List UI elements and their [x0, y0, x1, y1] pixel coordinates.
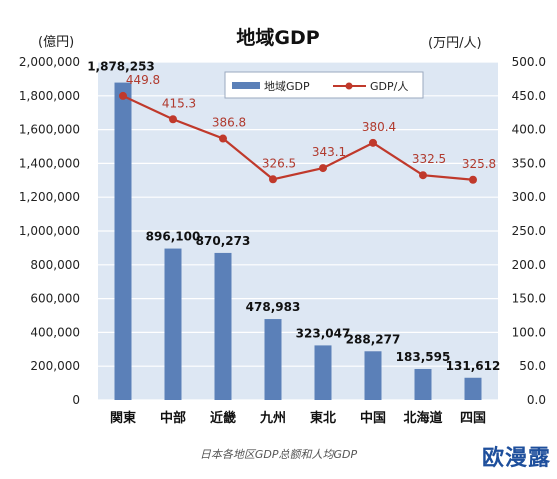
y-right-tick-label: 500.0 — [512, 55, 546, 69]
legend-bar-label: 地域GDP — [264, 80, 310, 93]
x-tick-label: 四国 — [460, 411, 486, 426]
y-right-tick-label: 100.0 — [512, 325, 546, 339]
bar — [314, 345, 332, 400]
watermark-text: 欧漫露 — [481, 446, 551, 471]
line-value-label: 325.8 — [462, 157, 496, 171]
line-point — [169, 115, 177, 124]
line-value-label: 343.1 — [312, 145, 346, 159]
y-right-tick-label: 250.0 — [512, 224, 546, 238]
y-left-tick-label: 2,000,000 — [19, 55, 80, 69]
line-point — [269, 175, 277, 184]
line-point — [319, 164, 327, 173]
line-point — [419, 171, 427, 180]
bar — [114, 82, 132, 400]
x-tick-label: 中国 — [360, 410, 386, 426]
y-right-tick-label: 0.0 — [527, 393, 546, 407]
line-value-label: 449.8 — [126, 73, 160, 87]
y-left-unit: (億円) — [38, 34, 74, 50]
y-right-tick-label: 200.0 — [512, 258, 546, 272]
bar-value-label: 323,047 — [296, 326, 351, 340]
legend: 地域GDP GDP/人 — [224, 71, 424, 99]
line-point — [219, 134, 227, 143]
y-left-tick-label: 600,000 — [30, 292, 80, 306]
legend-line-label: GDP/人 — [370, 80, 408, 93]
line-point — [119, 91, 127, 100]
y-left-tick-label: 0 — [72, 393, 80, 407]
chart-caption: 日本各地区GDP总额和人均GDP — [199, 448, 358, 461]
y-left-tick-label: 1,200,000 — [19, 190, 80, 204]
line-value-label: 326.5 — [262, 156, 296, 170]
y-right-tick-label: 50.0 — [519, 359, 546, 373]
x-tick-label: 近畿 — [210, 410, 236, 426]
bar — [214, 252, 232, 400]
x-tick-label: 関東 — [110, 410, 136, 426]
bar-value-label: 288,277 — [346, 332, 401, 346]
y-left-tick-label: 400,000 — [30, 325, 80, 339]
legend-line-marker — [345, 82, 353, 90]
bar — [414, 368, 432, 400]
bar-value-label: 896,100 — [146, 230, 201, 244]
line-value-label: 332.5 — [412, 152, 446, 166]
y-right-tick-label: 350.0 — [512, 156, 546, 170]
y-right-tick-label: 150.0 — [512, 292, 546, 306]
line-value-label: 386.8 — [212, 116, 246, 130]
y-left-tick-label: 1,800,000 — [19, 89, 80, 103]
line-point — [469, 175, 477, 184]
y-right-unit: (万円/人) — [428, 36, 482, 51]
y-left-tick-label: 800,000 — [30, 258, 80, 272]
y-right-tick-label: 450.0 — [512, 89, 546, 103]
bar-value-label: 183,595 — [396, 350, 451, 364]
line-value-label: 380.4 — [362, 120, 396, 134]
y-right-tick-label: 400.0 — [512, 123, 546, 137]
legend-bar-swatch — [232, 82, 260, 89]
bar-value-label: 870,273 — [196, 234, 251, 248]
y-left-tick-label: 1,400,000 — [19, 156, 80, 170]
y-left-tick-label: 200,000 — [30, 359, 80, 373]
y-right-tick-label: 300.0 — [512, 190, 546, 204]
axis-layer: 0 200,000 400,000 600,000 800,000 1,000,000 1,… — [19, 55, 546, 426]
bar-value-label: 131,612 — [446, 359, 501, 373]
y-left-tick-label: 1,000,000 — [19, 224, 80, 238]
x-tick-label: 東北 — [310, 410, 336, 426]
bar-value-label: 478,983 — [246, 300, 301, 314]
x-tick-label: 中部 — [160, 410, 186, 426]
bar-value-label: 1,878,253 — [87, 60, 155, 74]
bar — [264, 319, 282, 400]
y-left-tick-label: 1,600,000 — [19, 123, 80, 137]
bar — [464, 377, 482, 400]
chart-title: 地域GDP — [236, 26, 319, 49]
x-tick-label: 北海道 — [403, 410, 442, 426]
bar — [364, 351, 382, 400]
x-tick-label: 九州 — [259, 411, 286, 426]
line-value-label: 415.3 — [162, 96, 196, 110]
bar — [164, 248, 182, 400]
line-path — [122, 94, 474, 181]
line-point — [369, 138, 377, 147]
